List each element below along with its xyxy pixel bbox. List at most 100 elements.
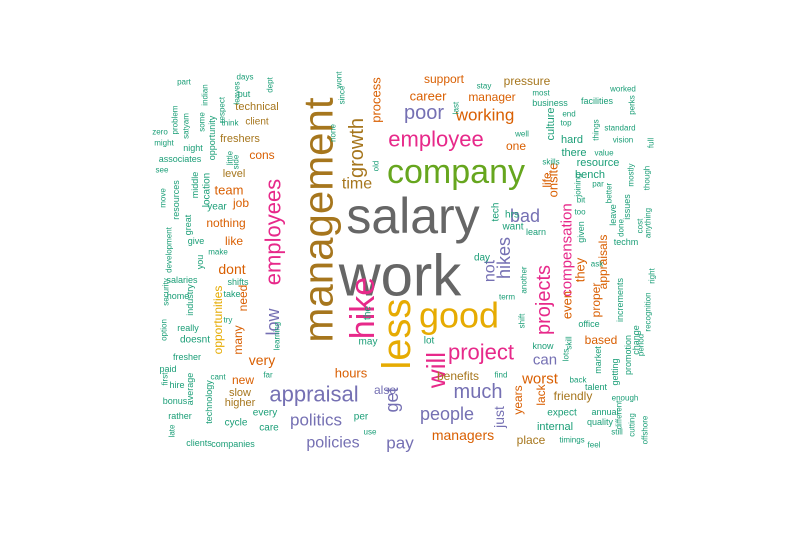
word-much: much (454, 381, 503, 403)
word-cutting: cutting (628, 413, 637, 437)
word-job: job (232, 196, 249, 210)
word-culture: culture (545, 107, 557, 140)
word-talent: talent (585, 382, 608, 392)
word-not: not (482, 259, 499, 282)
word-joining: joining (574, 173, 583, 197)
word-zero: zero (152, 128, 168, 137)
word-recognition: recognition (644, 292, 653, 331)
word-cost: cost (636, 218, 645, 233)
word-market: market (593, 346, 603, 374)
word-new: new (232, 373, 254, 387)
word-employee: employee (388, 127, 483, 152)
word-days: days (237, 73, 254, 82)
word-technical: technical (235, 101, 278, 113)
word-problem: problem (171, 105, 180, 134)
word-wont: wont (335, 71, 344, 90)
word-good: good (419, 295, 499, 336)
word-quality: quality (587, 417, 614, 427)
word-office: office (578, 319, 599, 329)
word-learn: learn (526, 227, 546, 237)
word-enough: enough (612, 394, 639, 403)
word-doesnt: doesnt (180, 335, 210, 346)
word-some: some (198, 112, 207, 132)
word-term: term (499, 293, 515, 302)
word-first: first (161, 372, 170, 386)
word-still: still (611, 428, 623, 437)
word-pay: pay (386, 434, 414, 453)
word-old: old (372, 161, 381, 172)
word-low: low (263, 307, 283, 335)
word-most: most (532, 89, 550, 98)
word-managers: managers (432, 427, 494, 443)
word-time: time (342, 176, 372, 193)
word-rather: rather (168, 411, 192, 421)
word-security: security (162, 278, 171, 306)
word-working: working (455, 106, 515, 125)
word-annual: annual (591, 407, 618, 417)
word-give: give (188, 236, 205, 246)
word-level: level (223, 168, 246, 180)
word-worked: worked (609, 85, 636, 94)
word-too: too (574, 208, 586, 217)
word-cant: cant (210, 373, 226, 382)
word-hours: hours (335, 366, 368, 381)
word-one: one (506, 139, 526, 153)
word-vision: vision (613, 136, 633, 145)
word-lots: lots (562, 349, 571, 361)
word-slow: slow (229, 387, 251, 399)
word-just: just (491, 406, 507, 429)
word-bad: bad (510, 206, 540, 226)
word-onsite: onsite (546, 163, 561, 198)
word-can: can (533, 352, 557, 369)
word-leaves: leaves (233, 81, 242, 104)
word-resources: resources (171, 180, 181, 220)
word-process: process (369, 77, 384, 123)
word-lot: lot (424, 336, 435, 347)
word-there: there (561, 147, 586, 159)
word-benefits: benefits (437, 369, 479, 383)
word-timings: timings (559, 436, 584, 445)
word-will: will (421, 352, 451, 389)
word-management: management (295, 97, 342, 342)
word-poor: poor (404, 102, 444, 124)
word-team: team (215, 183, 244, 198)
word-project: project (448, 340, 514, 365)
word-shift: shift (518, 313, 527, 328)
word-appraisals: appraisals (596, 235, 610, 290)
word-promotion: promotion (623, 335, 633, 375)
word-mostly: mostly (627, 163, 636, 186)
word-industry: industry (185, 284, 195, 316)
word-think: think (222, 119, 240, 128)
word-hikes: hikes (494, 237, 514, 279)
word-feel: feel (588, 441, 601, 450)
word-skill: skill (565, 336, 574, 350)
word-use: use (364, 428, 377, 437)
word-take: take (223, 289, 240, 299)
word-business: business (532, 98, 568, 108)
word-internal: internal (537, 421, 573, 433)
word-learning: learning (273, 322, 282, 350)
word-change: change (631, 325, 641, 355)
word-full: full (647, 138, 656, 148)
word-facilities: facilities (581, 96, 614, 106)
word-try: try (224, 316, 233, 325)
word-projects: projects (533, 265, 555, 335)
word-great: great (183, 214, 193, 235)
word-want: want (501, 222, 523, 233)
word-technology: technology (204, 380, 214, 424)
word-people: people (420, 404, 474, 424)
word-standard: standard (604, 124, 635, 133)
word-resource: resource (577, 157, 620, 169)
word-they: they (573, 257, 588, 282)
word-part: part (177, 78, 192, 87)
word-per: per (354, 412, 369, 423)
word-since: since (338, 85, 347, 104)
word-bench: bench (575, 169, 605, 181)
word-find: find (495, 371, 508, 380)
word-late: late (168, 424, 177, 437)
word-many: many (231, 325, 245, 354)
word-option: option (160, 319, 169, 341)
word-compensation: compensation (559, 203, 576, 296)
word-also: also (374, 383, 396, 397)
